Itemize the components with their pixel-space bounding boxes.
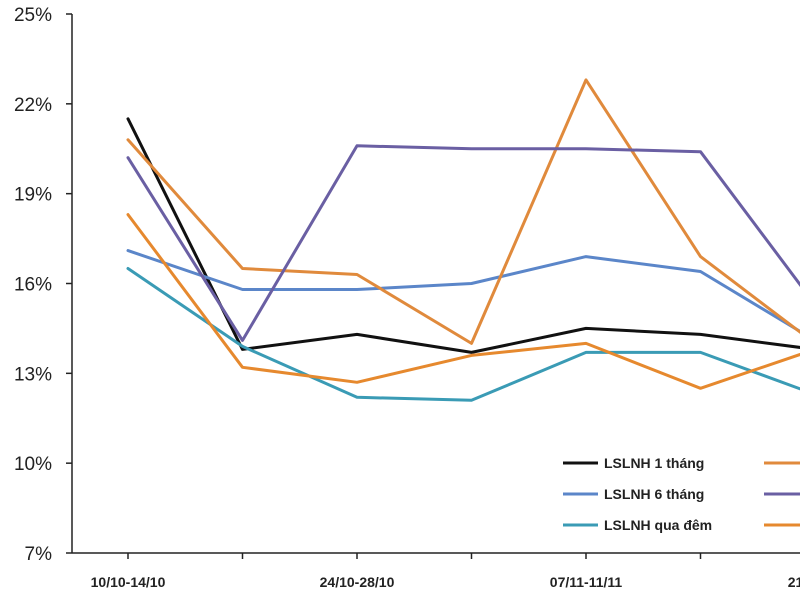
series-line-0: [126, 117, 800, 354]
legend-label: LSLNH qua đêm: [604, 517, 712, 533]
x-axis-ticks: 10/10-14/10 24/10-28/10 07/11-11/11 21/11-2…: [91, 553, 800, 590]
x-tick-label: 07/11-11/11: [550, 574, 623, 590]
y-tick-label: 13%: [14, 364, 52, 385]
series-line-1: [126, 249, 800, 334]
x-tick-label: 21/11-25: [788, 574, 800, 590]
x-tick-label: 10/10-14/10: [91, 574, 166, 590]
y-tick-label: 10%: [14, 454, 52, 475]
y-tick-label: 16%: [14, 275, 52, 296]
y-tick-label: 22%: [14, 95, 52, 116]
x-tick-label: 24/10-28/10: [320, 574, 395, 590]
series-line-4: [126, 144, 800, 342]
y-tick-label: 19%: [14, 185, 52, 206]
series-line-2: [126, 267, 800, 402]
series-lines: [126, 78, 800, 402]
series-line-5: [126, 213, 800, 390]
legend-label: LSLNH 1 tháng: [604, 455, 704, 471]
legend: LSLNH 1 tháng LSLNH 6 tháng LSLNH qua đêm: [563, 455, 800, 533]
legend-label: LSLNH 6 tháng: [604, 486, 704, 502]
series-line-3: [126, 78, 800, 345]
y-axis-ticks: 7% 10% 13% 16% 19% 22% 25%: [14, 5, 72, 565]
y-tick-label: 7%: [25, 544, 53, 565]
y-tick-label: 25%: [14, 5, 52, 26]
